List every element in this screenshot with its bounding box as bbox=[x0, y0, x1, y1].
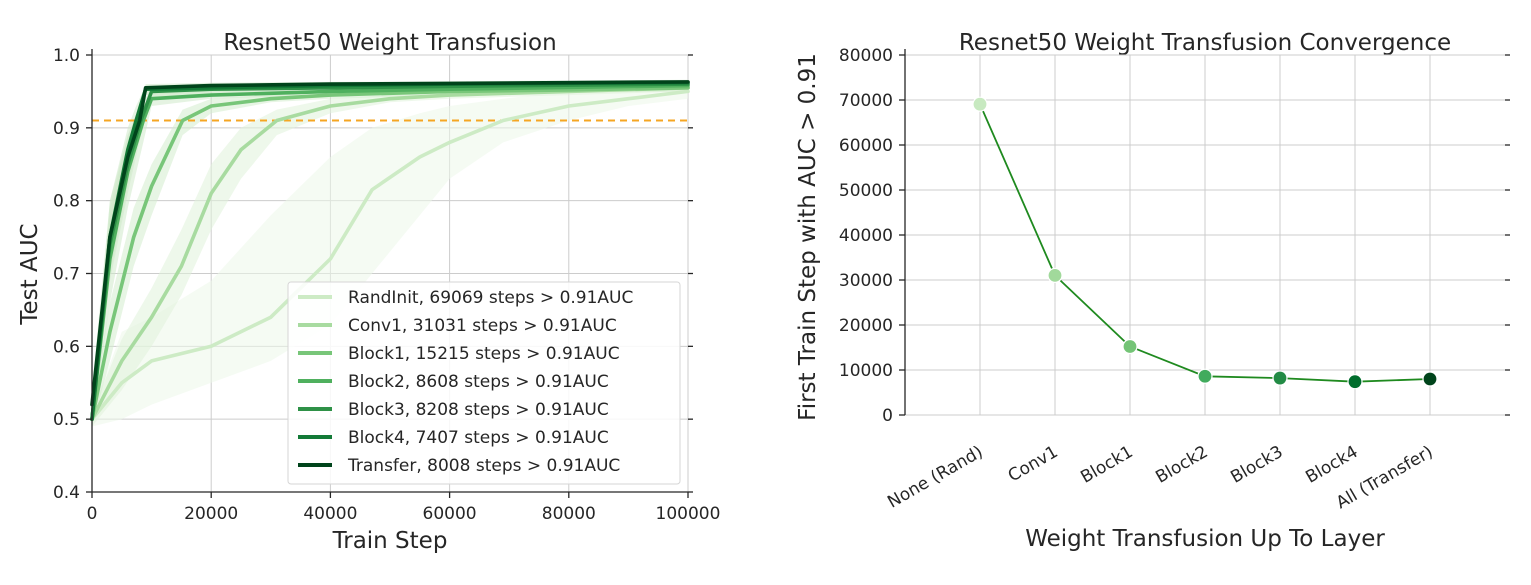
convergence-point-5 bbox=[1347, 374, 1363, 390]
left-y-tick-label: 0.6 bbox=[53, 337, 80, 357]
right-y-tick-label: 30000 bbox=[839, 271, 893, 291]
convergence-point-1 bbox=[1047, 267, 1063, 283]
legend: RandInit, 69069 steps > 0.91AUC Conv1, 31… bbox=[287, 281, 681, 485]
left-series-lines bbox=[90, 80, 690, 422]
legend-frame bbox=[287, 281, 681, 485]
right-grid bbox=[905, 54, 1505, 416]
right-y-tick-label: 80000 bbox=[839, 46, 893, 66]
series-band-0 bbox=[92, 84, 688, 427]
left-chart-title: Resnet50 Weight Transfusion bbox=[223, 30, 556, 56]
series-line-1 bbox=[90, 86, 690, 422]
left-y-tick-label: 0.9 bbox=[53, 119, 80, 139]
right-x-axis-label: Weight Transfusion Up To Layer bbox=[1025, 526, 1385, 552]
right-y-tick-label: 10000 bbox=[839, 361, 893, 381]
convergence-point-3 bbox=[1197, 368, 1213, 384]
left-confidence-bands bbox=[92, 79, 688, 427]
left-y-axis-label: Test AUC bbox=[17, 223, 43, 325]
right-x-tick-label: Block2 bbox=[1152, 442, 1211, 488]
left-y-tick-label: 0.5 bbox=[53, 410, 80, 430]
right-y-tick-label: 60000 bbox=[839, 136, 893, 156]
right-x-tick-label: Conv1 bbox=[1005, 442, 1062, 486]
right-y-tick-label: 20000 bbox=[839, 316, 893, 336]
left-x-axis-label: Train Step bbox=[332, 528, 448, 554]
series-line-2 bbox=[90, 86, 690, 422]
right-y-axis-label: First Train Step with AUC > 0.91 bbox=[795, 53, 821, 421]
convergence-point-4 bbox=[1272, 370, 1288, 386]
right-chart-title: Resnet50 Weight Transfusion Convergence bbox=[959, 30, 1451, 56]
legend-entry-6: Transfer, 8008 steps > 0.91AUC bbox=[347, 456, 620, 476]
right-y-tick-label: 0 bbox=[882, 406, 893, 426]
left-x-tick-label: 20000 bbox=[184, 504, 238, 524]
legend-entry-0: RandInit, 69069 steps > 0.91AUC bbox=[348, 288, 633, 308]
left-x-tick-label: 40000 bbox=[303, 504, 357, 524]
convergence-point-0 bbox=[972, 96, 988, 112]
right-chart: Resnet50 Weight Transfusion Convergence … bbox=[795, 30, 1510, 552]
legend-entry-5: Block4, 7407 steps > 0.91AUC bbox=[348, 428, 609, 448]
left-x-tick-label: 0 bbox=[87, 504, 98, 524]
series-line-3 bbox=[90, 83, 690, 422]
left-x-tick-label: 80000 bbox=[542, 504, 596, 524]
left-y-tick-label: 0.7 bbox=[53, 265, 80, 285]
left-x-tick-label: 60000 bbox=[423, 504, 477, 524]
right-x-tick-label: Block1 bbox=[1077, 442, 1136, 488]
series-line-6 bbox=[90, 80, 690, 407]
legend-entry-1: Conv1, 31031 steps > 0.91AUC bbox=[348, 316, 617, 336]
left-ticks: 0 20000 40000 60000 80000 100000 0.4 0.5 0.6 0.7 0… bbox=[53, 46, 721, 524]
left-y-tick-label: 0.8 bbox=[53, 192, 80, 212]
left-axes bbox=[91, 49, 688, 493]
series-line-0 bbox=[90, 89, 690, 422]
left-chart: Resnet50 Weight Transfusion Train Step T… bbox=[17, 30, 720, 554]
left-x-tick-label: 100000 bbox=[656, 504, 721, 524]
left-y-tick-label: 0.4 bbox=[53, 483, 80, 503]
right-y-tick-label: 40000 bbox=[839, 226, 893, 246]
right-y-tick-label: 70000 bbox=[839, 91, 893, 111]
convergence-point-2 bbox=[1122, 338, 1138, 355]
legend-entry-3: Block2, 8608 steps > 0.91AUC bbox=[348, 372, 609, 392]
right-x-tick-label: None (Rand) bbox=[884, 442, 986, 513]
right-y-tick-label: 50000 bbox=[839, 181, 893, 201]
series-band-1 bbox=[92, 84, 688, 427]
convergence-point-6 bbox=[1422, 371, 1438, 387]
left-y-tick-label: 1.0 bbox=[53, 46, 80, 66]
legend-entry-4: Block3, 8208 steps > 0.91AUC bbox=[348, 400, 609, 420]
right-x-tick-label: Block4 bbox=[1302, 442, 1361, 488]
convergence-points bbox=[972, 96, 1438, 390]
legend-entry-2: Block1, 15215 steps > 0.91AUC bbox=[348, 344, 620, 364]
right-x-tick-label: Block3 bbox=[1227, 442, 1286, 488]
